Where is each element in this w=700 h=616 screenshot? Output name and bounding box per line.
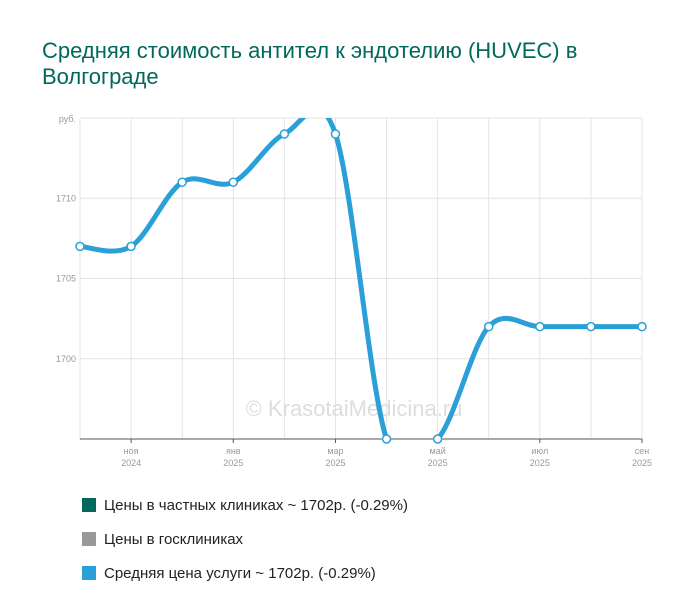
legend-label-average: Средняя цена услуги ~ 1702р. (-0.29%)	[104, 564, 376, 582]
data-point	[177, 177, 187, 187]
watermark: © KrasotaiMedicina.ru	[246, 396, 463, 421]
series-points-average	[75, 129, 647, 444]
chart-title: Средняя стоимость антител к эндотелию (H…	[42, 38, 578, 89]
x-tick-label-month: ноя	[124, 446, 139, 456]
x-tick-label-month: май	[430, 446, 446, 456]
x-tick-labels: ноя 2024 янв 2025 мар 2025 май 2025 июл 2025 сен 20…	[121, 439, 652, 468]
legend-item-average[interactable]: Средняя цена услуги ~ 1702р. (-0.29%)	[82, 556, 408, 590]
y-tick-label: 1710	[56, 193, 76, 203]
x-tick-label-year: 2025	[428, 458, 448, 468]
data-point	[586, 321, 596, 332]
x-tick-label-year: 2025	[325, 458, 345, 468]
y-tick-labels: 1700 1705 1710	[56, 193, 76, 364]
x-tick-label-month: сен	[635, 446, 650, 456]
data-point	[381, 434, 392, 444]
x-tick-label-month: мар	[327, 446, 343, 456]
data-point	[279, 129, 290, 139]
legend-item-private[interactable]: Цены в частных клиниках ~ 1702р. (-0.29%…	[82, 488, 408, 522]
data-point	[483, 321, 494, 332]
line-chart: руб. 1700 1705 1710 ноя 2024 янв 2025 мар 2025 м…	[56, 114, 652, 468]
legend-swatch-public	[82, 532, 96, 546]
data-point	[330, 129, 341, 139]
y-tick-label: 1705	[56, 274, 76, 284]
legend-swatch-average	[82, 566, 96, 580]
grid-horizontal	[80, 117, 642, 360]
legend-item-public[interactable]: Цены в госклиниках	[82, 522, 408, 556]
legend: Цены в частных клиниках ~ 1702р. (-0.29%…	[82, 488, 408, 590]
data-point	[432, 434, 443, 444]
data-point	[535, 321, 545, 332]
y-unit-label: руб.	[59, 114, 76, 124]
x-tick-label-month: янв	[226, 446, 241, 456]
data-point	[75, 241, 85, 252]
legend-swatch-private	[82, 498, 96, 512]
data-point	[228, 177, 239, 187]
data-point	[126, 241, 136, 252]
x-tick-label-month: июл	[531, 446, 548, 456]
legend-label-private: Цены в частных клиниках ~ 1702р. (-0.29%…	[104, 496, 408, 514]
x-tick-label-year: 2025	[632, 458, 652, 468]
x-tick-label-year: 2024	[121, 458, 141, 468]
y-tick-label: 1700	[56, 354, 76, 364]
legend-label-public: Цены в госклиниках	[104, 530, 244, 548]
x-tick-label-year: 2025	[530, 458, 550, 468]
x-tick-label-year: 2025	[223, 458, 243, 468]
data-point	[637, 321, 647, 332]
